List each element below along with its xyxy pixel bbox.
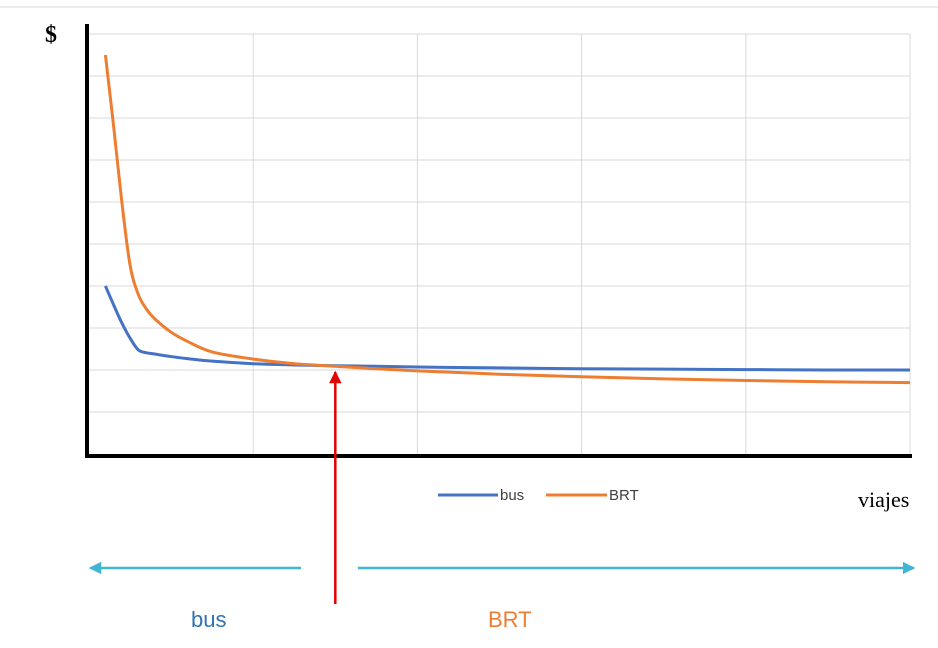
legend: bus BRT <box>438 487 639 504</box>
gridlines <box>89 33 911 454</box>
y-axis-label: $ <box>45 22 57 48</box>
left-region-label: bus <box>191 607 226 632</box>
x-axis-label: viajes <box>858 487 909 512</box>
legend-label-brt: BRT <box>609 487 639 504</box>
series-line-brt <box>103 54 911 385</box>
legend-label-bus: bus <box>500 487 524 504</box>
series-layer <box>103 54 911 385</box>
right-region-label: BRT <box>488 607 532 632</box>
